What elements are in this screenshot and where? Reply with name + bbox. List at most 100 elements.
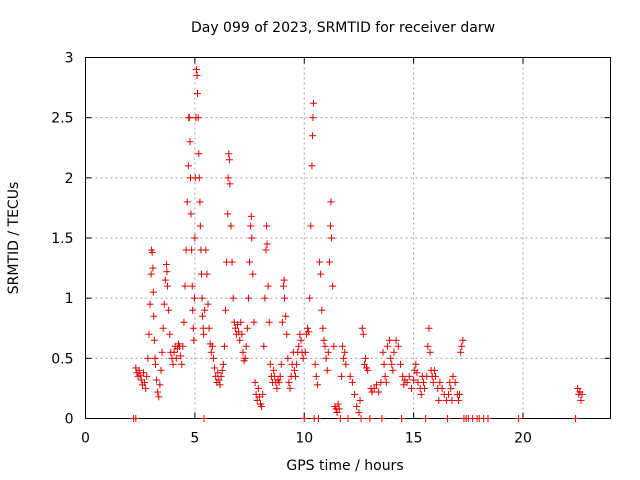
data-point [329, 282, 337, 290]
data-point [253, 396, 261, 404]
data-point [203, 270, 211, 278]
data-point [236, 336, 244, 344]
data-point [158, 348, 166, 356]
data-point [279, 282, 287, 290]
data-point [301, 348, 309, 356]
data-point [334, 400, 342, 408]
data-point [178, 360, 186, 368]
data-point [413, 369, 421, 377]
data-point [247, 222, 255, 230]
data-point [188, 282, 196, 290]
data-point [214, 369, 222, 377]
data-point [275, 378, 283, 386]
data-point [364, 366, 372, 374]
x-tick-label: 15 [405, 431, 423, 447]
data-point [280, 276, 288, 284]
y-tick-label: 0 [65, 412, 74, 428]
data-point [574, 384, 582, 392]
tick-layer: 0 0.5 1 1.5 2 2.5 3 0 5 10 15 20 [51, 51, 611, 447]
data-point [366, 415, 374, 422]
data-point [368, 388, 376, 396]
data-point [422, 415, 430, 422]
data-point [242, 342, 250, 350]
data-point [277, 360, 285, 368]
points-layer [130, 66, 586, 422]
data-point [394, 342, 402, 350]
data-point [353, 402, 361, 410]
data-point [319, 324, 327, 332]
data-point [220, 342, 228, 350]
data-point [390, 348, 398, 356]
data-point [216, 381, 224, 389]
data-point [283, 330, 291, 338]
data-point [180, 318, 188, 326]
data-point [309, 114, 317, 122]
data-point [199, 312, 207, 320]
data-point [229, 294, 237, 302]
data-point [333, 408, 341, 416]
data-point [249, 270, 257, 278]
data-point [276, 372, 284, 380]
data-point [151, 354, 159, 362]
y-tick-label: 2.5 [51, 111, 73, 127]
data-point [577, 396, 585, 404]
data-point [153, 376, 161, 384]
data-point [447, 384, 455, 392]
data-point [317, 270, 325, 278]
data-point [454, 396, 462, 404]
data-point [339, 342, 347, 350]
data-point [386, 336, 394, 344]
data-point [320, 336, 328, 344]
data-point [299, 354, 307, 362]
data-point [449, 372, 457, 380]
data-point [159, 324, 167, 332]
data-point [162, 260, 170, 268]
data-point [316, 258, 324, 266]
data-point [412, 360, 420, 368]
data-point [265, 318, 273, 326]
data-point [281, 294, 289, 302]
data-point [231, 324, 239, 332]
data-point [243, 324, 251, 332]
data-point [170, 348, 178, 356]
data-point [194, 114, 202, 122]
data-point [149, 288, 157, 296]
data-point [188, 246, 196, 254]
data-point [254, 384, 262, 392]
x-tick-label: 10 [295, 431, 313, 447]
data-point [264, 282, 272, 290]
data-point [378, 415, 386, 422]
data-point [241, 354, 249, 362]
data-point [211, 364, 219, 372]
data-point [259, 390, 267, 398]
data-point [444, 415, 452, 422]
data-point [356, 396, 364, 404]
data-point [379, 348, 387, 356]
data-point [201, 306, 209, 314]
data-point [228, 258, 236, 266]
data-point [263, 240, 271, 248]
data-point [186, 138, 194, 146]
data-point [224, 210, 232, 218]
data-point [318, 306, 326, 314]
data-point [322, 354, 330, 362]
data-point [410, 376, 418, 384]
data-point [181, 282, 189, 290]
data-point [405, 372, 413, 380]
data-point [380, 360, 388, 368]
data-point [336, 415, 344, 422]
data-point [266, 360, 274, 368]
data-point [189, 324, 197, 332]
data-point [419, 378, 427, 386]
data-point [238, 330, 246, 338]
data-point [258, 402, 266, 410]
data-point [207, 348, 215, 356]
data-point [459, 336, 467, 344]
data-point [348, 378, 356, 386]
data-point [403, 378, 411, 386]
data-point [456, 390, 464, 398]
data-point [435, 396, 443, 404]
data-point [397, 360, 404, 368]
data-point [217, 372, 225, 380]
data-point [285, 378, 293, 386]
